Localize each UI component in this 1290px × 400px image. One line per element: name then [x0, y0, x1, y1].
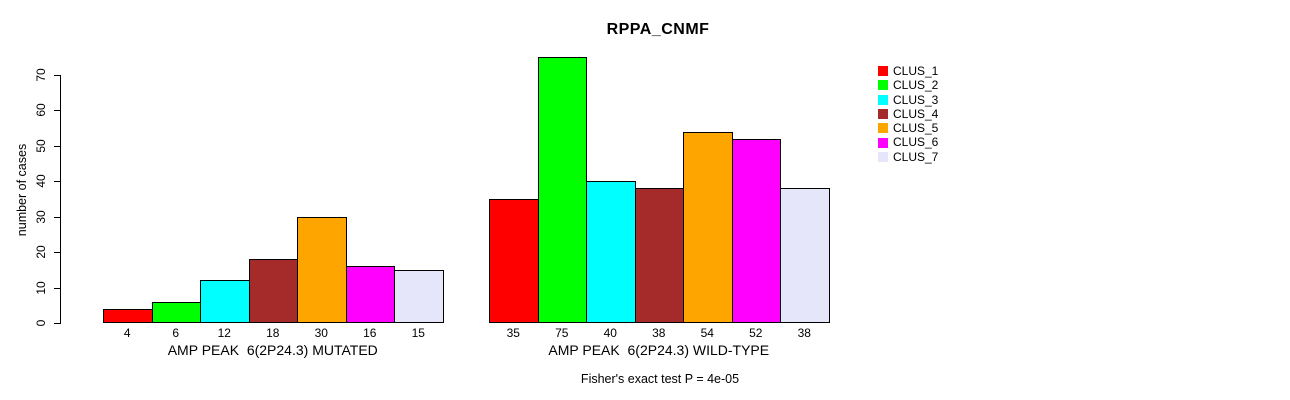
legend-item-label: CLUS_6: [893, 135, 939, 150]
legend-item-label: CLUS_3: [893, 92, 939, 107]
y-tick-label: 0: [34, 319, 48, 327]
legend-item: CLUS_4: [878, 107, 938, 121]
bar: [103, 308, 153, 323]
y-tick-mark: [54, 110, 60, 112]
y-tick-label: 40: [34, 174, 48, 188]
bar-value-label: 18: [266, 326, 280, 340]
legend-item: CLUS_6: [878, 135, 938, 149]
legend-item: CLUS_7: [878, 150, 938, 164]
bar-value-label: 38: [652, 326, 666, 340]
legend-color-swatch: [878, 151, 888, 162]
bar-value-label: 75: [555, 326, 569, 340]
legend-item-label: CLUS_5: [893, 121, 939, 136]
footnote: Fisher's exact test P = 4e-05: [580, 372, 740, 386]
y-axis-line: [60, 75, 61, 324]
legend-item-label: CLUS_7: [893, 149, 939, 164]
legend-item: CLUS_1: [878, 64, 938, 78]
y-tick-label: 30: [34, 210, 48, 224]
y-tick-mark: [54, 252, 60, 254]
chart-title: RPPA_CNMF: [606, 21, 710, 38]
legend-item-label: CLUS_1: [893, 64, 939, 78]
group-label: AMP PEAK 6(2P24.3) MUTATED: [167, 342, 378, 358]
bar-value-label: 54: [700, 326, 714, 340]
group-label: AMP PEAK 6(2P24.3) WILD-TYPE: [548, 342, 770, 358]
bar: [634, 188, 684, 323]
legend-item: CLUS_3: [878, 93, 938, 107]
y-tick-label: 50: [34, 139, 48, 153]
y-tick-mark: [54, 145, 60, 147]
y-tick-label: 60: [34, 103, 48, 118]
y-tick-mark: [54, 287, 60, 289]
bar: [345, 266, 395, 323]
legend-item: CLUS_5: [878, 121, 938, 135]
bar: [683, 131, 733, 323]
bar: [394, 269, 444, 323]
bar: [586, 181, 636, 323]
bar: [248, 259, 298, 323]
bar-value-label: 6: [172, 326, 180, 340]
y-tick-label: 10: [34, 280, 48, 295]
legend-color-swatch: [878, 123, 888, 134]
legend-color-swatch: [878, 80, 888, 91]
bar: [489, 199, 539, 323]
bar-value-label: 30: [314, 326, 328, 340]
legend-color-swatch: [878, 109, 888, 120]
legend-item-label: CLUS_4: [893, 106, 939, 121]
bar-value-label: 16: [363, 326, 377, 340]
y-tick-mark: [54, 75, 60, 76]
bar-value-label: 12: [217, 326, 231, 340]
bar-value-label: 35: [506, 326, 520, 340]
bar: [731, 138, 781, 323]
legend-color-swatch: [878, 66, 888, 77]
bar-value-label: 52: [749, 326, 763, 340]
legend: CLUS_1 CLUS_2 CLUS_3 CLUS_4 CLUS_5 CLUS_6 CLUS…: [878, 64, 938, 164]
legend-color-swatch: [878, 94, 888, 105]
y-tick-mark: [54, 216, 60, 218]
bar-value-label: 4: [123, 326, 131, 340]
legend-color-swatch: [878, 137, 888, 148]
bar-value-label: 40: [603, 326, 617, 340]
bar: [297, 216, 347, 323]
legend-item-label: CLUS_2: [893, 78, 939, 93]
bar-value-label: 38: [797, 326, 811, 340]
legend-item: CLUS_2: [878, 78, 938, 92]
y-tick-mark: [54, 323, 60, 324]
bar: [200, 280, 250, 323]
bar: [780, 188, 830, 323]
y-tick-mark: [54, 181, 60, 183]
y-tick-label: 20: [34, 245, 48, 259]
bar: [151, 301, 201, 323]
y-tick-label: 70: [34, 68, 48, 82]
bar-value-label: 15: [411, 326, 425, 340]
y-axis-label: number of cases: [15, 143, 29, 237]
bar: [537, 57, 587, 323]
